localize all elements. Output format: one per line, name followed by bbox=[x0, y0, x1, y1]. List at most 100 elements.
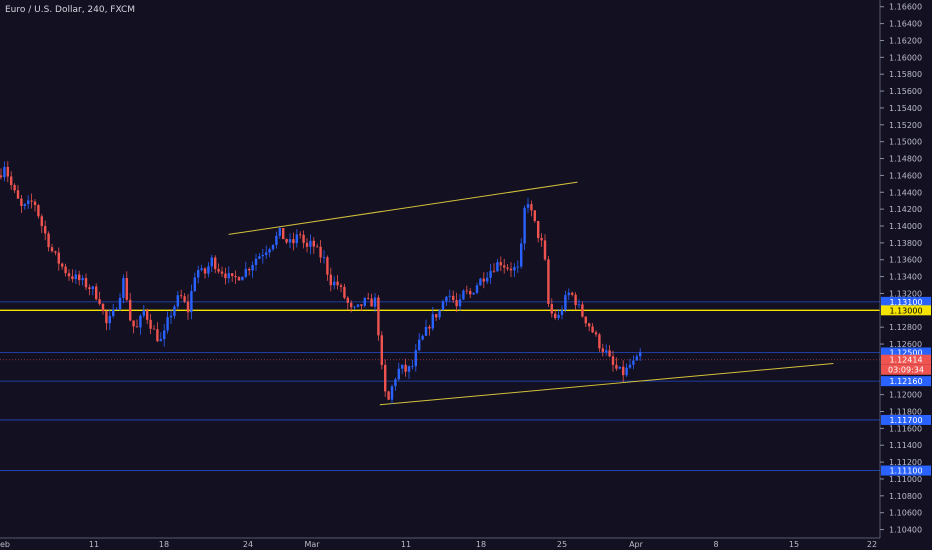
level-tag-1 bbox=[881, 305, 931, 316]
time-tick-7: 25 bbox=[557, 540, 567, 549]
candle-body-176 bbox=[598, 334, 601, 349]
price-tick-4: 1.15800 bbox=[889, 70, 922, 79]
candle-body-153 bbox=[520, 243, 523, 267]
candle-body-81 bbox=[275, 235, 278, 245]
candle-body-111 bbox=[377, 297, 380, 336]
candle-body-56 bbox=[190, 291, 193, 313]
candle-body-37 bbox=[125, 278, 128, 300]
candle-body-106 bbox=[360, 304, 363, 306]
candle-body-171 bbox=[581, 304, 584, 317]
candle-body-16 bbox=[54, 251, 57, 253]
candle-body-172 bbox=[584, 316, 587, 324]
candle-body-79 bbox=[268, 249, 271, 253]
candle-body-2 bbox=[6, 166, 9, 177]
candle-body-181 bbox=[615, 364, 618, 369]
candle-body-182 bbox=[618, 366, 621, 369]
candle-body-0 bbox=[0, 175, 3, 178]
price-tick-21: 1.11800 bbox=[889, 408, 922, 417]
price-tick-11: 1.14400 bbox=[889, 188, 922, 197]
candle-body-184 bbox=[625, 367, 628, 376]
candle-body-43 bbox=[146, 310, 149, 320]
level-label-6: 1.11100 bbox=[889, 467, 922, 476]
candle-body-63 bbox=[214, 257, 217, 270]
candle-body-134 bbox=[455, 300, 458, 307]
candle-body-173 bbox=[588, 323, 591, 327]
candle-body-10 bbox=[33, 201, 37, 206]
time-axis-ticks: eb 11 18 24 Mar 11 18 25 Apr 8 15 22 bbox=[0, 540, 877, 549]
candle-body-175 bbox=[594, 332, 598, 335]
candle-body-150 bbox=[509, 268, 513, 271]
level-label-3: 1.12414 bbox=[889, 356, 922, 365]
candle-body-50 bbox=[169, 315, 173, 318]
candle-body-90 bbox=[305, 242, 309, 247]
candle-body-109 bbox=[370, 298, 373, 307]
level-tag-3 bbox=[881, 354, 931, 365]
price-tick-15: 1.13600 bbox=[889, 256, 922, 265]
price-tick-20: 1.12000 bbox=[889, 391, 922, 400]
candle-body-100 bbox=[339, 285, 343, 287]
candle-body-147 bbox=[499, 262, 502, 266]
candle-body-48 bbox=[163, 330, 166, 340]
candle-body-55 bbox=[186, 301, 190, 313]
level-label-4: 1.12160 bbox=[889, 377, 922, 386]
candle-body-179 bbox=[608, 350, 611, 357]
trendline-1[interactable] bbox=[379, 362, 834, 406]
candle-body-31 bbox=[105, 311, 108, 324]
candle-body-124 bbox=[421, 335, 424, 340]
candle-body-60 bbox=[203, 268, 207, 274]
candles bbox=[0, 161, 642, 405]
price-tick-13: 1.14000 bbox=[889, 222, 922, 231]
candle-body-174 bbox=[591, 326, 594, 333]
price-tick-1: 1.16400 bbox=[889, 20, 922, 29]
candle-body-21 bbox=[71, 276, 74, 280]
candle-body-4 bbox=[13, 185, 16, 191]
level-label-1: 1.13000 bbox=[889, 306, 922, 315]
candle-body-141 bbox=[479, 278, 482, 286]
trendline-0[interactable] bbox=[228, 181, 578, 235]
candle-body-118 bbox=[401, 364, 404, 369]
price-tick-17: 1.13200 bbox=[889, 289, 922, 298]
candle-body-188 bbox=[639, 352, 642, 357]
candle-body-66 bbox=[224, 273, 227, 279]
candle-body-14 bbox=[47, 233, 50, 248]
candle-body-54 bbox=[183, 296, 186, 302]
candle-body-77 bbox=[261, 255, 264, 257]
time-tick-1: 11 bbox=[89, 540, 99, 549]
candle-body-178 bbox=[605, 350, 608, 352]
candle-body-85 bbox=[288, 239, 292, 243]
candle-body-13 bbox=[44, 226, 47, 234]
candle-body-99 bbox=[336, 281, 339, 286]
candle-body-15 bbox=[50, 247, 54, 252]
trendlines bbox=[228, 181, 834, 406]
candle-body-108 bbox=[367, 298, 370, 299]
candle-body-128 bbox=[435, 314, 438, 318]
candle-body-47 bbox=[159, 339, 162, 342]
candle-body-92 bbox=[312, 240, 315, 247]
candle-body-135 bbox=[458, 299, 462, 307]
candle-body-155 bbox=[526, 204, 530, 208]
price-tick-22: 1.11600 bbox=[889, 424, 922, 433]
candle-body-130 bbox=[441, 301, 445, 311]
candle-body-40 bbox=[135, 326, 139, 328]
candle-body-94 bbox=[319, 246, 322, 258]
candle-body-51 bbox=[173, 306, 176, 316]
time-tick-9: 8 bbox=[713, 540, 718, 549]
candle-body-11 bbox=[37, 205, 40, 217]
candle-body-185 bbox=[628, 364, 632, 368]
time-axis-panel[interactable] bbox=[0, 538, 932, 550]
candle-body-17 bbox=[57, 252, 60, 264]
price-axis-panel[interactable] bbox=[880, 0, 932, 550]
level-tag-2 bbox=[881, 347, 931, 358]
candle-body-138 bbox=[469, 291, 472, 295]
time-tick-0: eb bbox=[0, 540, 10, 549]
candle-body-3 bbox=[10, 176, 13, 186]
time-tick-6: 18 bbox=[476, 540, 486, 549]
time-tick-5: 11 bbox=[401, 540, 411, 549]
candle-body-158 bbox=[537, 220, 540, 239]
time-tick-3: 24 bbox=[243, 540, 253, 549]
candle-body-114 bbox=[387, 391, 390, 400]
chart-title: Euro / U.S. Dollar, 240, FXCM bbox=[5, 5, 135, 15]
candle-body-78 bbox=[265, 252, 268, 256]
candle-body-44 bbox=[149, 319, 152, 329]
